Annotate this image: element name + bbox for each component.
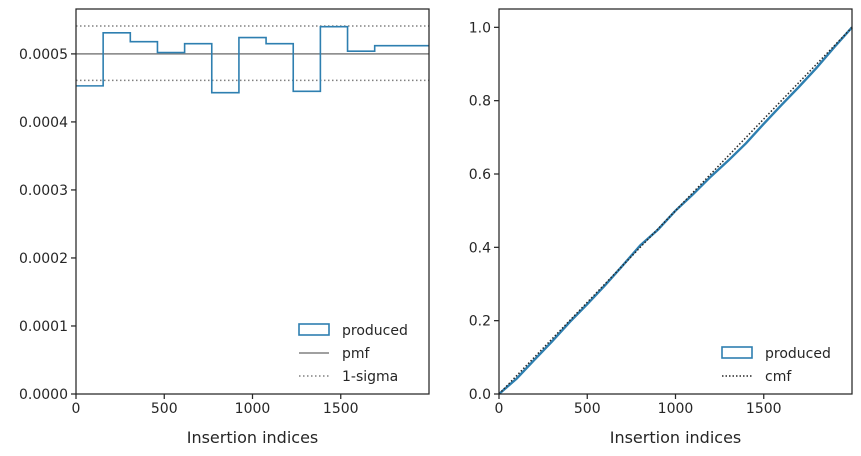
x-axis-label: Insertion indices: [187, 428, 319, 447]
y-tick-label: 0.4: [469, 240, 491, 256]
x-tick-label: 500: [151, 401, 178, 417]
y-tick-label: 0.0003: [19, 183, 68, 199]
y-tick-label: 0.6: [469, 167, 491, 183]
legend-label: produced: [765, 346, 831, 362]
y-tick-label: 0.8: [469, 94, 491, 110]
y-tick-label: 0.0002: [19, 251, 68, 267]
y-tick-label: 0.0: [469, 387, 491, 403]
x-tick-label: 1500: [323, 401, 359, 417]
y-tick-label: 0.0001: [19, 319, 68, 335]
x-tick-label: 1000: [658, 401, 694, 417]
y-tick-label: 0.0004: [19, 115, 68, 131]
legend-produced-swatch: [721, 346, 753, 359]
x-tick-label: 0: [495, 401, 504, 417]
axes-frame: [498, 8, 853, 395]
left-histogram-chart: 0 500 1000 1500 0.0000 0.0001 0.0002 0.0003 0.00…: [19, 8, 430, 447]
x-tick-label: 0: [72, 401, 81, 417]
legend-label: 1-sigma: [342, 369, 398, 385]
y-tick-label: 0.2: [469, 314, 491, 330]
legend-label: produced: [342, 323, 408, 339]
x-tick-label: 500: [574, 401, 601, 417]
y-tick-label: 0.0000: [19, 387, 68, 403]
right-cumulative-chart: 0 500 1000 1500 0.0 0.2 0.4 0.6 0.8 1.0 Insertion …: [469, 8, 853, 447]
legend-produced-swatch: [298, 323, 330, 336]
cmf-line: [498, 26, 853, 395]
x-axis-label: Insertion indices: [610, 428, 742, 447]
produced-histogram-step: [76, 25, 429, 94]
produced-cumulative-line: [498, 26, 853, 395]
legend-label: cmf: [765, 369, 792, 385]
y-tick-label: 0.0005: [19, 47, 68, 63]
x-tick-label: 1000: [235, 401, 271, 417]
legend-label: pmf: [342, 346, 371, 362]
x-tick-label: 1500: [746, 401, 782, 417]
y-tick-label: 1.0: [469, 20, 491, 36]
